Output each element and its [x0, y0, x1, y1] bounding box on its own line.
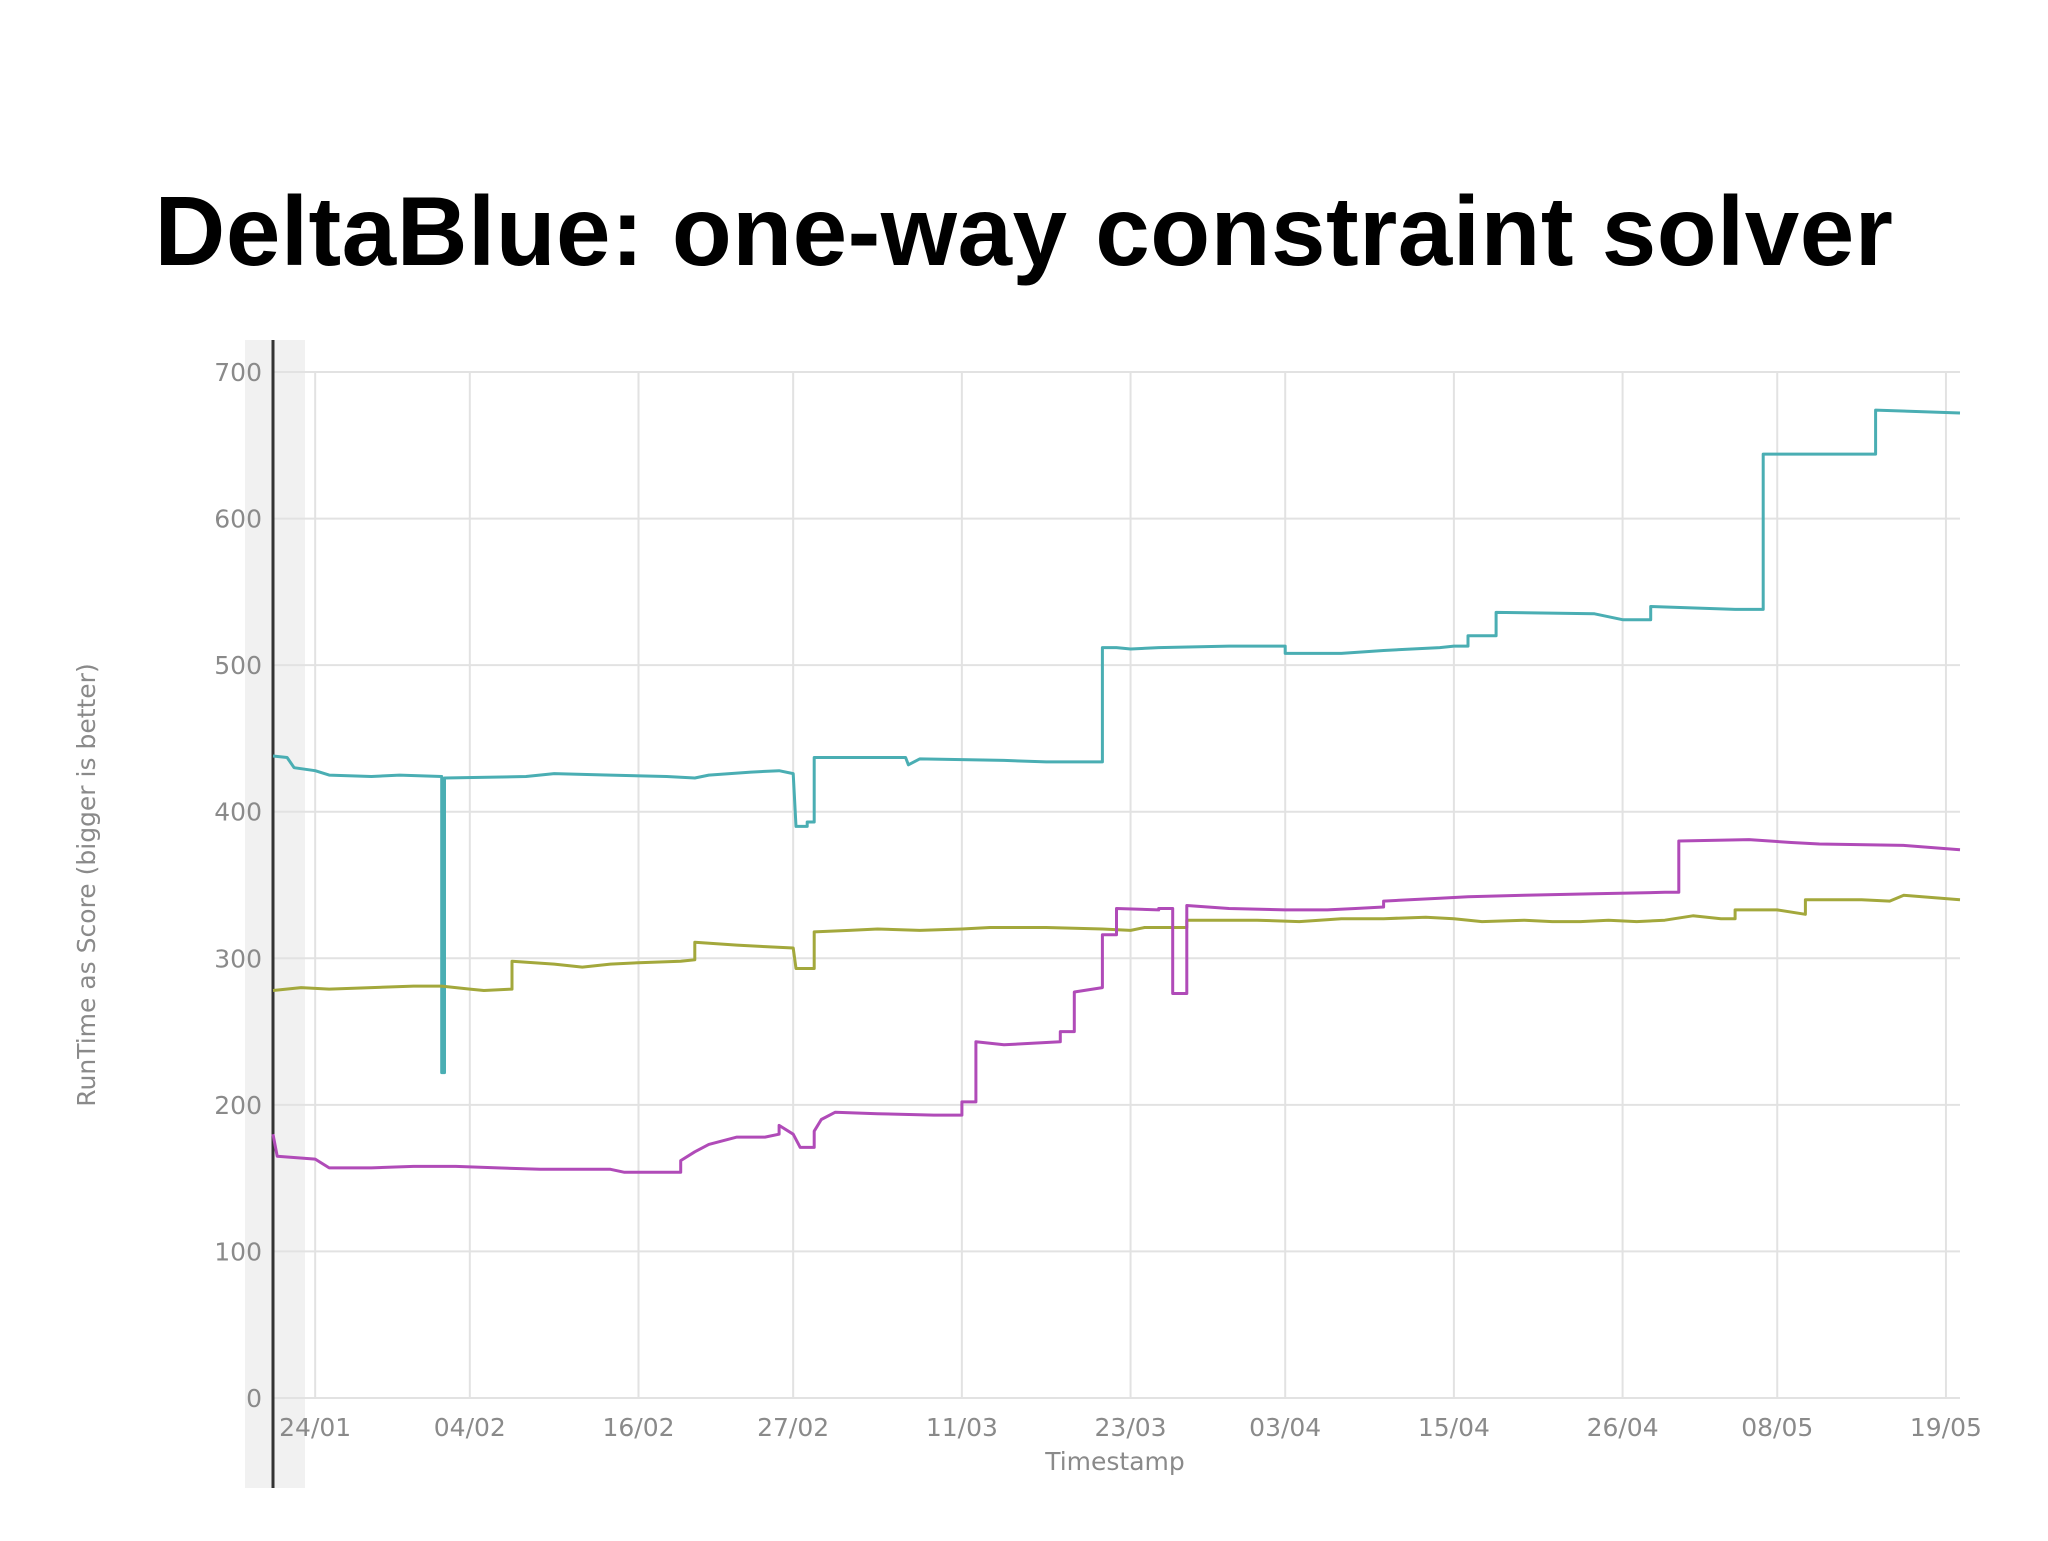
y-tick-label: 400	[214, 798, 262, 827]
series-line-olive	[272, 893, 1961, 992]
grid-horizontal	[273, 371, 1960, 1399]
x-tick-label: 08/05	[1741, 1413, 1813, 1442]
y-tick-label: 500	[214, 651, 262, 680]
x-tick-label: 24/01	[279, 1413, 351, 1442]
x-tick-label: 26/04	[1587, 1413, 1659, 1442]
y-tick-label: 200	[214, 1091, 262, 1120]
y-tick-label: 600	[214, 505, 262, 534]
x-tick-label: 11/03	[926, 1413, 998, 1442]
x-tick-label: 16/02	[602, 1413, 674, 1442]
x-axis-title: Timestamp	[1044, 1447, 1185, 1476]
y-axis-band	[245, 340, 305, 1488]
series-line-cyan	[272, 408, 1961, 1075]
series-line-magenta	[271, 838, 1961, 1174]
y-tick-label: 700	[214, 358, 262, 387]
x-tick-label: 19/05	[1910, 1413, 1982, 1442]
y-tick-label: 300	[214, 944, 262, 973]
y-tick-label: 100	[214, 1237, 262, 1266]
x-tick-label: 15/04	[1418, 1413, 1490, 1442]
x-tick-labels: 24/01 04/02 16/02 27/02 11/03 23/03 03/04 15/04…	[279, 1413, 1982, 1442]
y-tick-label: 0	[246, 1384, 262, 1413]
series-layer	[271, 408, 1961, 1174]
grid-vertical	[314, 372, 1947, 1398]
x-tick-label: 27/02	[757, 1413, 829, 1442]
x-tick-label: 04/02	[434, 1413, 506, 1442]
x-tick-label: 03/04	[1249, 1413, 1321, 1442]
y-tick-labels: 0 100 200 300 400 500 600 700	[214, 358, 262, 1413]
x-tick-label: 23/03	[1095, 1413, 1167, 1442]
y-axis-title: RunTime as Score (bigger is better)	[72, 663, 101, 1106]
slide-title: DeltaBlue: one-way constraint solver	[154, 176, 1894, 286]
